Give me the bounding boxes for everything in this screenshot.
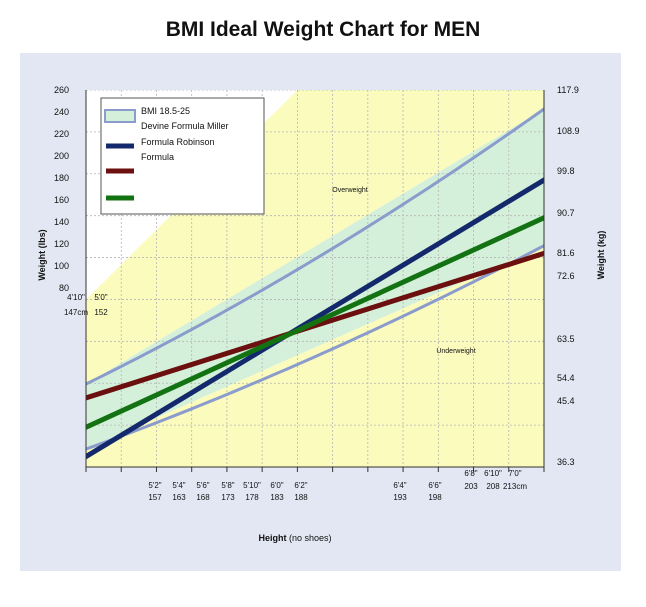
x-tick-label-cm: 152 (94, 308, 108, 317)
robinson-formula-line (86, 215, 544, 430)
legend-label-devine-miller: Devine Formula Miller (141, 121, 229, 131)
axes (85, 90, 545, 472)
x-tick-label-ft: 6'4" (393, 481, 406, 490)
x-tick-label-cm: 198 (428, 493, 442, 502)
y-right-tick-label: 45.4 (557, 396, 575, 406)
plot-area: Overweight Underweight (86, 90, 544, 467)
legend-label-formula-robinson: Formula Robinson (141, 137, 215, 147)
x-tick-label-cm: 157 (148, 493, 162, 502)
x-tick-label-cm: 193 (393, 493, 407, 502)
y-right-tick-label: 63.5 (557, 334, 575, 344)
legend: BMI 18.5-25 Devine Formula Miller Formula … (100, 97, 265, 215)
y-right-tick-label: 90.7 (557, 208, 575, 218)
legend-label-formula: Formula (141, 152, 174, 162)
y-left-tick-label: 120 (54, 239, 69, 249)
legend-label-bmi: BMI 18.5-25 (141, 106, 190, 116)
y-left-tick-label: 180 (54, 173, 69, 183)
chart-title: BMI Ideal Weight Chart for MEN (165, 18, 481, 41)
y-left-tick-label: 200 (54, 151, 69, 161)
y-left-tick-label: 260 (54, 85, 69, 95)
x-tick-label-ft: 5'10" (243, 481, 261, 490)
y-right-tick-label: 36.3 (557, 457, 575, 467)
plot-clip-group: Overweight Underweight (86, 90, 544, 467)
y-left-tick-label: 140 (54, 217, 69, 227)
x-tick-label-ft: 6'10" (484, 469, 502, 478)
x-tick-label-cm: 163 (172, 493, 186, 502)
y-right-tick-label: 108.9 (557, 126, 580, 136)
x-tick-label-ft: 5'4" (172, 481, 185, 490)
x-tick-label-ft: 6'8" (464, 469, 477, 478)
x-tick-label-ft: 5'6" (196, 481, 209, 490)
bmi-25-line (86, 107, 544, 386)
x-tick-label-ft: 6'6" (428, 481, 441, 490)
x-tick-label-cm: 147cm (64, 308, 88, 317)
devine-formula-line (86, 177, 544, 460)
x-tick-label-cm: 173 (221, 493, 235, 502)
x-tick-label-cm: 168 (196, 493, 210, 502)
x-tick-label-cm: 203 (464, 482, 478, 491)
y-left-tick-label: 220 (54, 129, 69, 139)
axis-labels: 260 240 220 200 180 160 140 120 100 80 117.9 108.9 9… (37, 85, 606, 543)
x-tick-label-ft: 5'0" (94, 293, 107, 302)
miller-formula-line (86, 250, 544, 401)
y-right-tick-label: 99.8 (557, 166, 575, 176)
y-right-tick-label: 72.6 (557, 271, 575, 281)
x-tick-label-ft: 6'0" (270, 481, 283, 490)
x-tick-label-ft: 4'10" (67, 293, 85, 302)
y-right-tick-label: 54.4 (557, 373, 575, 383)
x-tick-label-cm: 188 (294, 493, 308, 502)
bmi-18-5-line (86, 243, 544, 451)
underweight-label: Underweight (436, 348, 475, 355)
x-tick-label-cm: 178 (245, 493, 259, 502)
x-tick-label-cm: 213cm (503, 482, 527, 491)
y-right-tick-label: 81.6 (557, 248, 575, 258)
y-left-tick-label: 100 (54, 261, 69, 271)
x-tick-label-ft: 5'2" (148, 481, 161, 490)
y-right-tick-label: 117.9 (557, 85, 579, 95)
x-tick-label-ft: 6'2" (294, 481, 307, 490)
x-tick-label-ft: 7'0" (508, 469, 521, 478)
y-right-axis-title: Weight (kg) (596, 231, 606, 280)
legend-swatch-bmi (104, 109, 136, 123)
y-left-tick-label: 240 (54, 107, 69, 117)
x-tick-label-cm: 183 (270, 493, 284, 502)
overweight-label: Overweight (332, 187, 367, 194)
y-left-axis-title: Weight (lbs) (37, 229, 47, 280)
x-tick-label-cm: 208 (486, 482, 500, 491)
x-axis-title: Height (no shoes) (258, 533, 331, 543)
x-tick-label-ft: 5'8" (221, 481, 234, 490)
y-left-tick-label: 80 (59, 283, 69, 293)
y-left-tick-label: 160 (54, 195, 69, 205)
